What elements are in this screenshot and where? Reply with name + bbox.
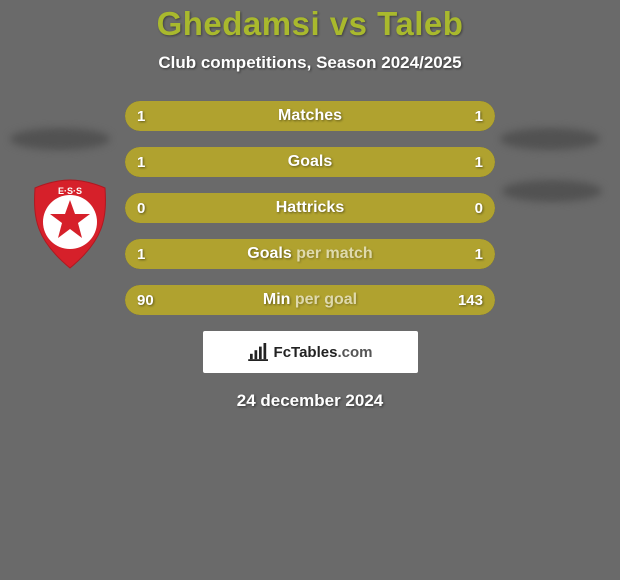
stat-label: Goals per match: [125, 245, 495, 263]
footer-suffix: .com: [337, 344, 372, 361]
stat-label: Matches: [125, 107, 495, 125]
stat-row: 0Hattricks0: [125, 193, 495, 223]
player-shadow-right-2: [502, 180, 602, 202]
stat-label-main: Min: [263, 291, 291, 308]
stat-value-right: 1: [475, 154, 483, 171]
stat-label-main: Matches: [278, 107, 342, 124]
player-shadow-left: [10, 128, 110, 150]
stat-label: Goals: [125, 153, 495, 171]
stat-label: Min per goal: [125, 291, 495, 309]
stat-value-right: 0: [475, 200, 483, 217]
footer-prefix: FcTables: [274, 344, 338, 361]
stat-row: 90Min per goal143: [125, 285, 495, 315]
footer-attribution: FcTables.com: [203, 331, 418, 373]
club-badge: E·S·S: [30, 178, 110, 270]
comparison-infographic: Ghedamsi vs Taleb Club competitions, Sea…: [0, 0, 620, 580]
stat-label: Hattricks: [125, 199, 495, 217]
subtitle: Club competitions, Season 2024/2025: [0, 53, 620, 73]
footer-text: FcTables.com: [274, 344, 373, 361]
stat-label-main: Hattricks: [276, 199, 344, 216]
stat-value-right: 143: [458, 292, 483, 309]
stat-row: 1Goals1: [125, 147, 495, 177]
stat-value-right: 1: [475, 246, 483, 263]
stat-rows: 1Matches11Goals10Hattricks01Goals per ma…: [125, 101, 495, 315]
chart-icon: [248, 343, 270, 361]
club-badge-svg: E·S·S: [30, 178, 110, 270]
stat-label-dim: per goal: [290, 291, 357, 308]
badge-text: E·S·S: [58, 186, 82, 196]
stat-label-main: Goals: [247, 245, 291, 262]
stat-label-dim: per match: [292, 245, 373, 262]
date-text: 24 december 2024: [0, 391, 620, 411]
stat-value-right: 1: [475, 108, 483, 125]
stat-row: 1Goals per match1: [125, 239, 495, 269]
page-title: Ghedamsi vs Taleb: [0, 5, 620, 43]
stat-label-main: Goals: [288, 153, 332, 170]
player-shadow-right-1: [500, 128, 600, 150]
stat-row: 1Matches1: [125, 101, 495, 131]
